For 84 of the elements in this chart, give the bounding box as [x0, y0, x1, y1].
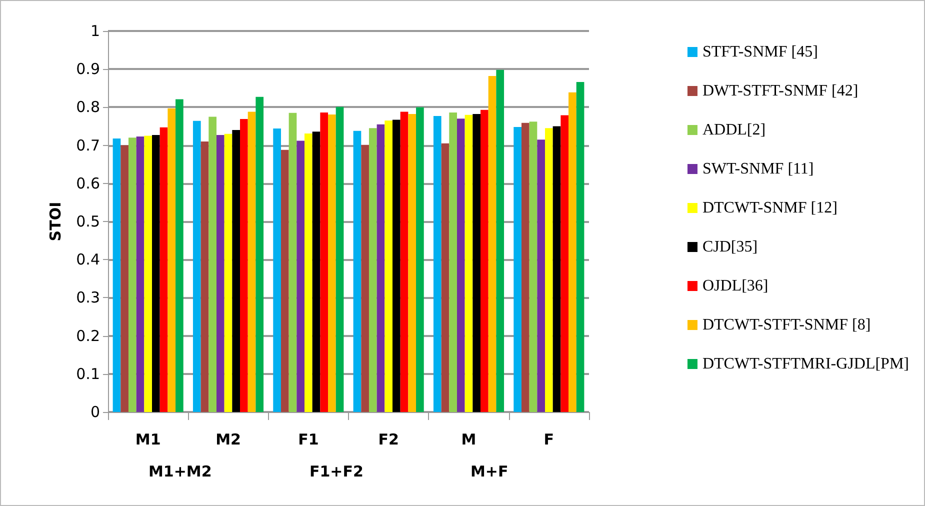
y-tick-label: 0.2: [76, 326, 100, 345]
x-tick-label: M: [461, 430, 476, 448]
bar: [408, 114, 416, 412]
bar: [240, 119, 248, 412]
bar: [280, 150, 289, 412]
bar: [120, 145, 128, 412]
bar: [456, 118, 465, 412]
x-tick-label: M2: [216, 430, 241, 448]
bar: [256, 96, 264, 412]
bar: [232, 130, 240, 412]
bar: [320, 112, 328, 412]
legend-label: DTCWT-STFT-SNMF [8]: [702, 316, 871, 334]
legend-label: CJD[35]: [702, 238, 758, 256]
bar: [576, 82, 584, 412]
bar: [560, 115, 569, 412]
bar: [416, 107, 424, 412]
legend-label: SWT-SNMF [11]: [702, 160, 814, 178]
bar: [216, 135, 224, 412]
bar: [568, 92, 576, 412]
y-tick-label: 0.8: [76, 98, 100, 116]
bar: [176, 99, 184, 412]
bar: [328, 114, 336, 412]
bar: [168, 108, 176, 412]
bar: [296, 140, 304, 412]
bar: [488, 76, 496, 412]
bar: [248, 112, 256, 412]
y-axis-title: STOI: [46, 202, 64, 242]
bar: [273, 128, 281, 412]
bar: [112, 138, 121, 412]
legend-label: DWT-STFT-SNMF [42]: [702, 82, 858, 100]
bar: [224, 134, 232, 412]
y-tick-label: 0.1: [76, 364, 100, 383]
bar: [376, 124, 385, 412]
bar: [521, 122, 530, 412]
bar: [537, 140, 545, 412]
y-tick-label: 0.9: [76, 60, 100, 78]
y-tick-label: 0.3: [76, 288, 100, 307]
bar: [433, 116, 442, 412]
y-tick-label: 0: [90, 403, 100, 421]
bar: [192, 120, 201, 412]
bar: [496, 70, 504, 412]
bar: [288, 112, 297, 412]
y-tick-label: 0.7: [76, 136, 100, 154]
legend-label: ADDL[2]: [702, 122, 766, 138]
x-tick-label: F: [544, 430, 554, 448]
bar: [336, 106, 344, 412]
bar: [464, 114, 473, 412]
x-tick-label: F2: [378, 430, 399, 448]
bar: [353, 130, 362, 412]
y-tick-label: 0.6: [76, 174, 100, 192]
bar: [392, 120, 400, 412]
bar: [514, 127, 522, 412]
bar: [304, 133, 312, 412]
bar: [312, 132, 320, 412]
bar: [544, 128, 553, 412]
bar: [472, 114, 481, 412]
bar: [160, 127, 168, 412]
bar: [480, 110, 488, 412]
y-tick-label: 0.4: [76, 250, 100, 269]
bar: [441, 143, 450, 412]
bar: [361, 144, 369, 412]
bar: [144, 136, 152, 412]
text: M+F: [470, 462, 508, 480]
bar: [368, 128, 377, 412]
legend-label: STFT-SNMF [45]: [702, 44, 818, 60]
bar: [384, 120, 393, 412]
bar: [152, 135, 160, 412]
bar: [128, 138, 136, 412]
bar: [552, 126, 561, 412]
bar: [449, 112, 457, 412]
legend-label: DTCWT-STFTMRI-GJDL[PM]: [702, 356, 910, 372]
bar: [200, 141, 209, 412]
text: M1+M2: [148, 462, 212, 480]
x-tick-label: M1: [135, 430, 161, 448]
y-tick-label: 0.5: [76, 212, 100, 230]
legend-label: OJDL[36]: [702, 278, 768, 294]
bar: [136, 136, 144, 412]
text: F1+F2: [310, 462, 364, 480]
bar: [529, 122, 538, 412]
legend-label: DTCWT-SNMF [12]: [702, 200, 838, 216]
bar: [208, 116, 216, 412]
x-tick-label: F1: [298, 430, 319, 448]
y-tick-label: 1: [90, 22, 100, 40]
bar: [400, 112, 408, 412]
